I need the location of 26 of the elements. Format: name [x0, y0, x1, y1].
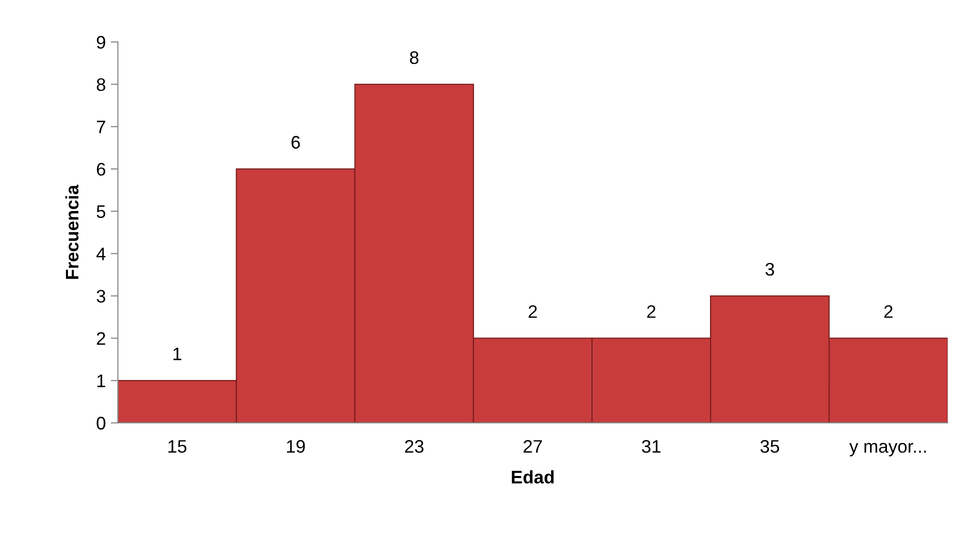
data-label: 1	[173, 348, 182, 360]
y-tick-label: 8	[96, 78, 106, 92]
y-tick-label: 9	[96, 36, 106, 49]
y-tick-label: 6	[96, 162, 106, 176]
data-label: 2	[884, 305, 892, 318]
x-tick-label: 15	[168, 440, 186, 453]
data-label: 6	[292, 136, 300, 149]
y-tick-label: 4	[96, 248, 106, 260]
y-tick-label: 2	[96, 332, 106, 345]
x-tick-label: y mayor...	[849, 442, 926, 456]
data-label: 2	[528, 305, 537, 318]
y-axis-title: Frecuencia	[65, 184, 79, 279]
y-tick-label: 7	[96, 120, 106, 134]
data-label: 3	[766, 262, 774, 276]
x-tick-label: 31	[642, 440, 660, 453]
x-tick-label: 19	[287, 440, 305, 453]
x-tick-label: 23	[405, 440, 424, 453]
data-label: 8	[410, 51, 418, 64]
x-tick-label: 35	[760, 440, 780, 453]
data-label: 2	[647, 305, 656, 318]
y-tick-label: 5	[96, 205, 106, 218]
y-tick-label: 0	[96, 416, 106, 430]
y-tick-label: 1	[97, 374, 106, 388]
x-axis-title: Edad	[512, 470, 554, 484]
y-tick-label: 3	[96, 290, 106, 303]
x-tick-label: 27	[524, 440, 542, 453]
